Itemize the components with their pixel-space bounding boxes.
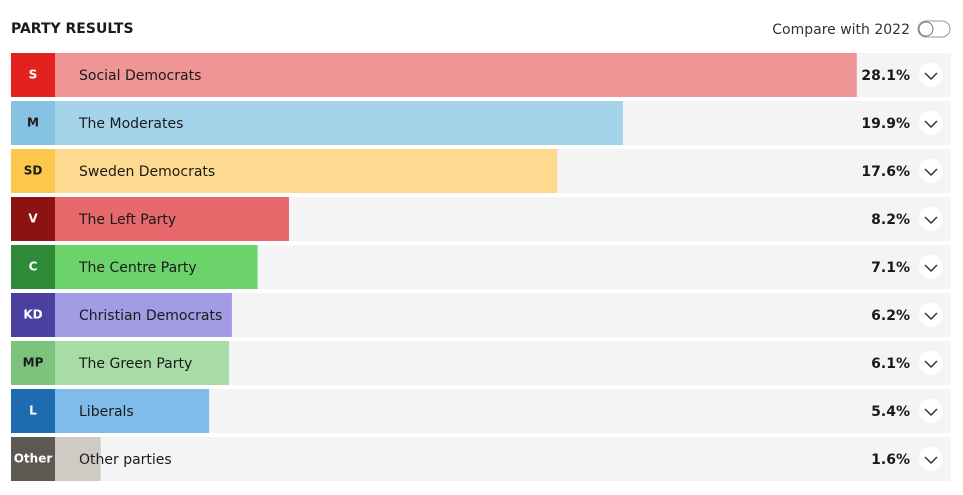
- bar: [55, 389, 210, 433]
- value-label: 8.2%: [871, 212, 910, 228]
- expand-button[interactable]: [919, 399, 943, 423]
- bar: [55, 197, 289, 241]
- party-abbreviation: Other: [14, 452, 53, 466]
- party-abbreviation: KD: [23, 308, 42, 322]
- value-label: 1.6%: [871, 452, 910, 468]
- party-badge: [11, 245, 55, 289]
- expand-circle[interactable]: [919, 207, 943, 231]
- expand-button[interactable]: [919, 351, 943, 375]
- party-name: Liberals: [79, 404, 134, 420]
- expand-circle[interactable]: [919, 63, 943, 87]
- title: PARTY RESULTS: [11, 21, 134, 37]
- party-name: The Centre Party: [78, 260, 197, 276]
- bar: [55, 437, 101, 481]
- expand-circle[interactable]: [919, 159, 943, 183]
- value-label: 6.2%: [871, 308, 910, 324]
- chevron[interactable]: [924, 360, 938, 369]
- party-badge: [11, 197, 55, 241]
- party-badge: [11, 437, 55, 481]
- expand-button[interactable]: [919, 207, 943, 231]
- party-name: Other parties: [79, 452, 172, 468]
- party-badge: [11, 53, 55, 97]
- value-label: 17.6%: [861, 164, 910, 180]
- expand-circle[interactable]: [919, 351, 943, 375]
- party-name: Sweden Democrats: [79, 164, 215, 180]
- compare-toggle[interactable]: [917, 20, 951, 38]
- party-abbreviation: MP: [23, 356, 44, 370]
- party-abbreviation: SD: [24, 164, 43, 178]
- party-name: The Left Party: [78, 212, 176, 228]
- value-label: 28.1%: [861, 68, 910, 84]
- expand-circle[interactable]: [919, 399, 943, 423]
- value-label: 5.4%: [871, 404, 910, 420]
- bar: [55, 341, 230, 385]
- compare-label[interactable]: Compare with 2022: [772, 22, 910, 38]
- party-abbreviation: S: [29, 68, 38, 82]
- bar: [55, 293, 232, 337]
- chevron[interactable]: [924, 312, 938, 321]
- party-name: The Moderates: [78, 116, 183, 132]
- chevron[interactable]: [924, 264, 938, 273]
- party-badge: [11, 341, 55, 385]
- expand-button[interactable]: [919, 255, 943, 279]
- party-badge: [11, 101, 55, 145]
- party-abbreviation: L: [29, 404, 37, 418]
- chevron[interactable]: [924, 120, 938, 129]
- expand-circle[interactable]: [919, 255, 943, 279]
- party-abbreviation: M: [27, 116, 39, 130]
- expand-circle[interactable]: [919, 447, 943, 471]
- row-track: [11, 437, 951, 481]
- chevron[interactable]: [924, 72, 938, 81]
- bar: [55, 53, 857, 97]
- value-label: 6.1%: [871, 356, 910, 372]
- expand-button[interactable]: [919, 303, 943, 327]
- party-badge: [11, 293, 55, 337]
- expand-button[interactable]: [919, 159, 943, 183]
- expand-button[interactable]: [919, 63, 943, 87]
- expand-circle[interactable]: [919, 111, 943, 135]
- party-name: Social Democrats: [79, 68, 201, 84]
- party-badge: [11, 149, 55, 193]
- party-name: The Green Party: [78, 356, 192, 372]
- bar: [55, 101, 623, 145]
- party-badge: [11, 389, 55, 433]
- value-label: 7.1%: [871, 260, 910, 276]
- bar: [55, 149, 558, 193]
- chevron[interactable]: [924, 216, 938, 225]
- chevron[interactable]: [924, 456, 938, 465]
- chevron[interactable]: [924, 408, 938, 417]
- expand-button[interactable]: [919, 447, 943, 471]
- bar: [55, 245, 258, 289]
- value-label: 19.9%: [861, 116, 910, 132]
- party-abbreviation: V: [28, 212, 38, 226]
- party-abbreviation: C: [29, 260, 38, 274]
- expand-circle[interactable]: [919, 303, 943, 327]
- party-name: Christian Democrats: [79, 308, 222, 324]
- chevron[interactable]: [924, 168, 938, 177]
- toggle-knob[interactable]: [918, 21, 934, 37]
- expand-button[interactable]: [919, 111, 943, 135]
